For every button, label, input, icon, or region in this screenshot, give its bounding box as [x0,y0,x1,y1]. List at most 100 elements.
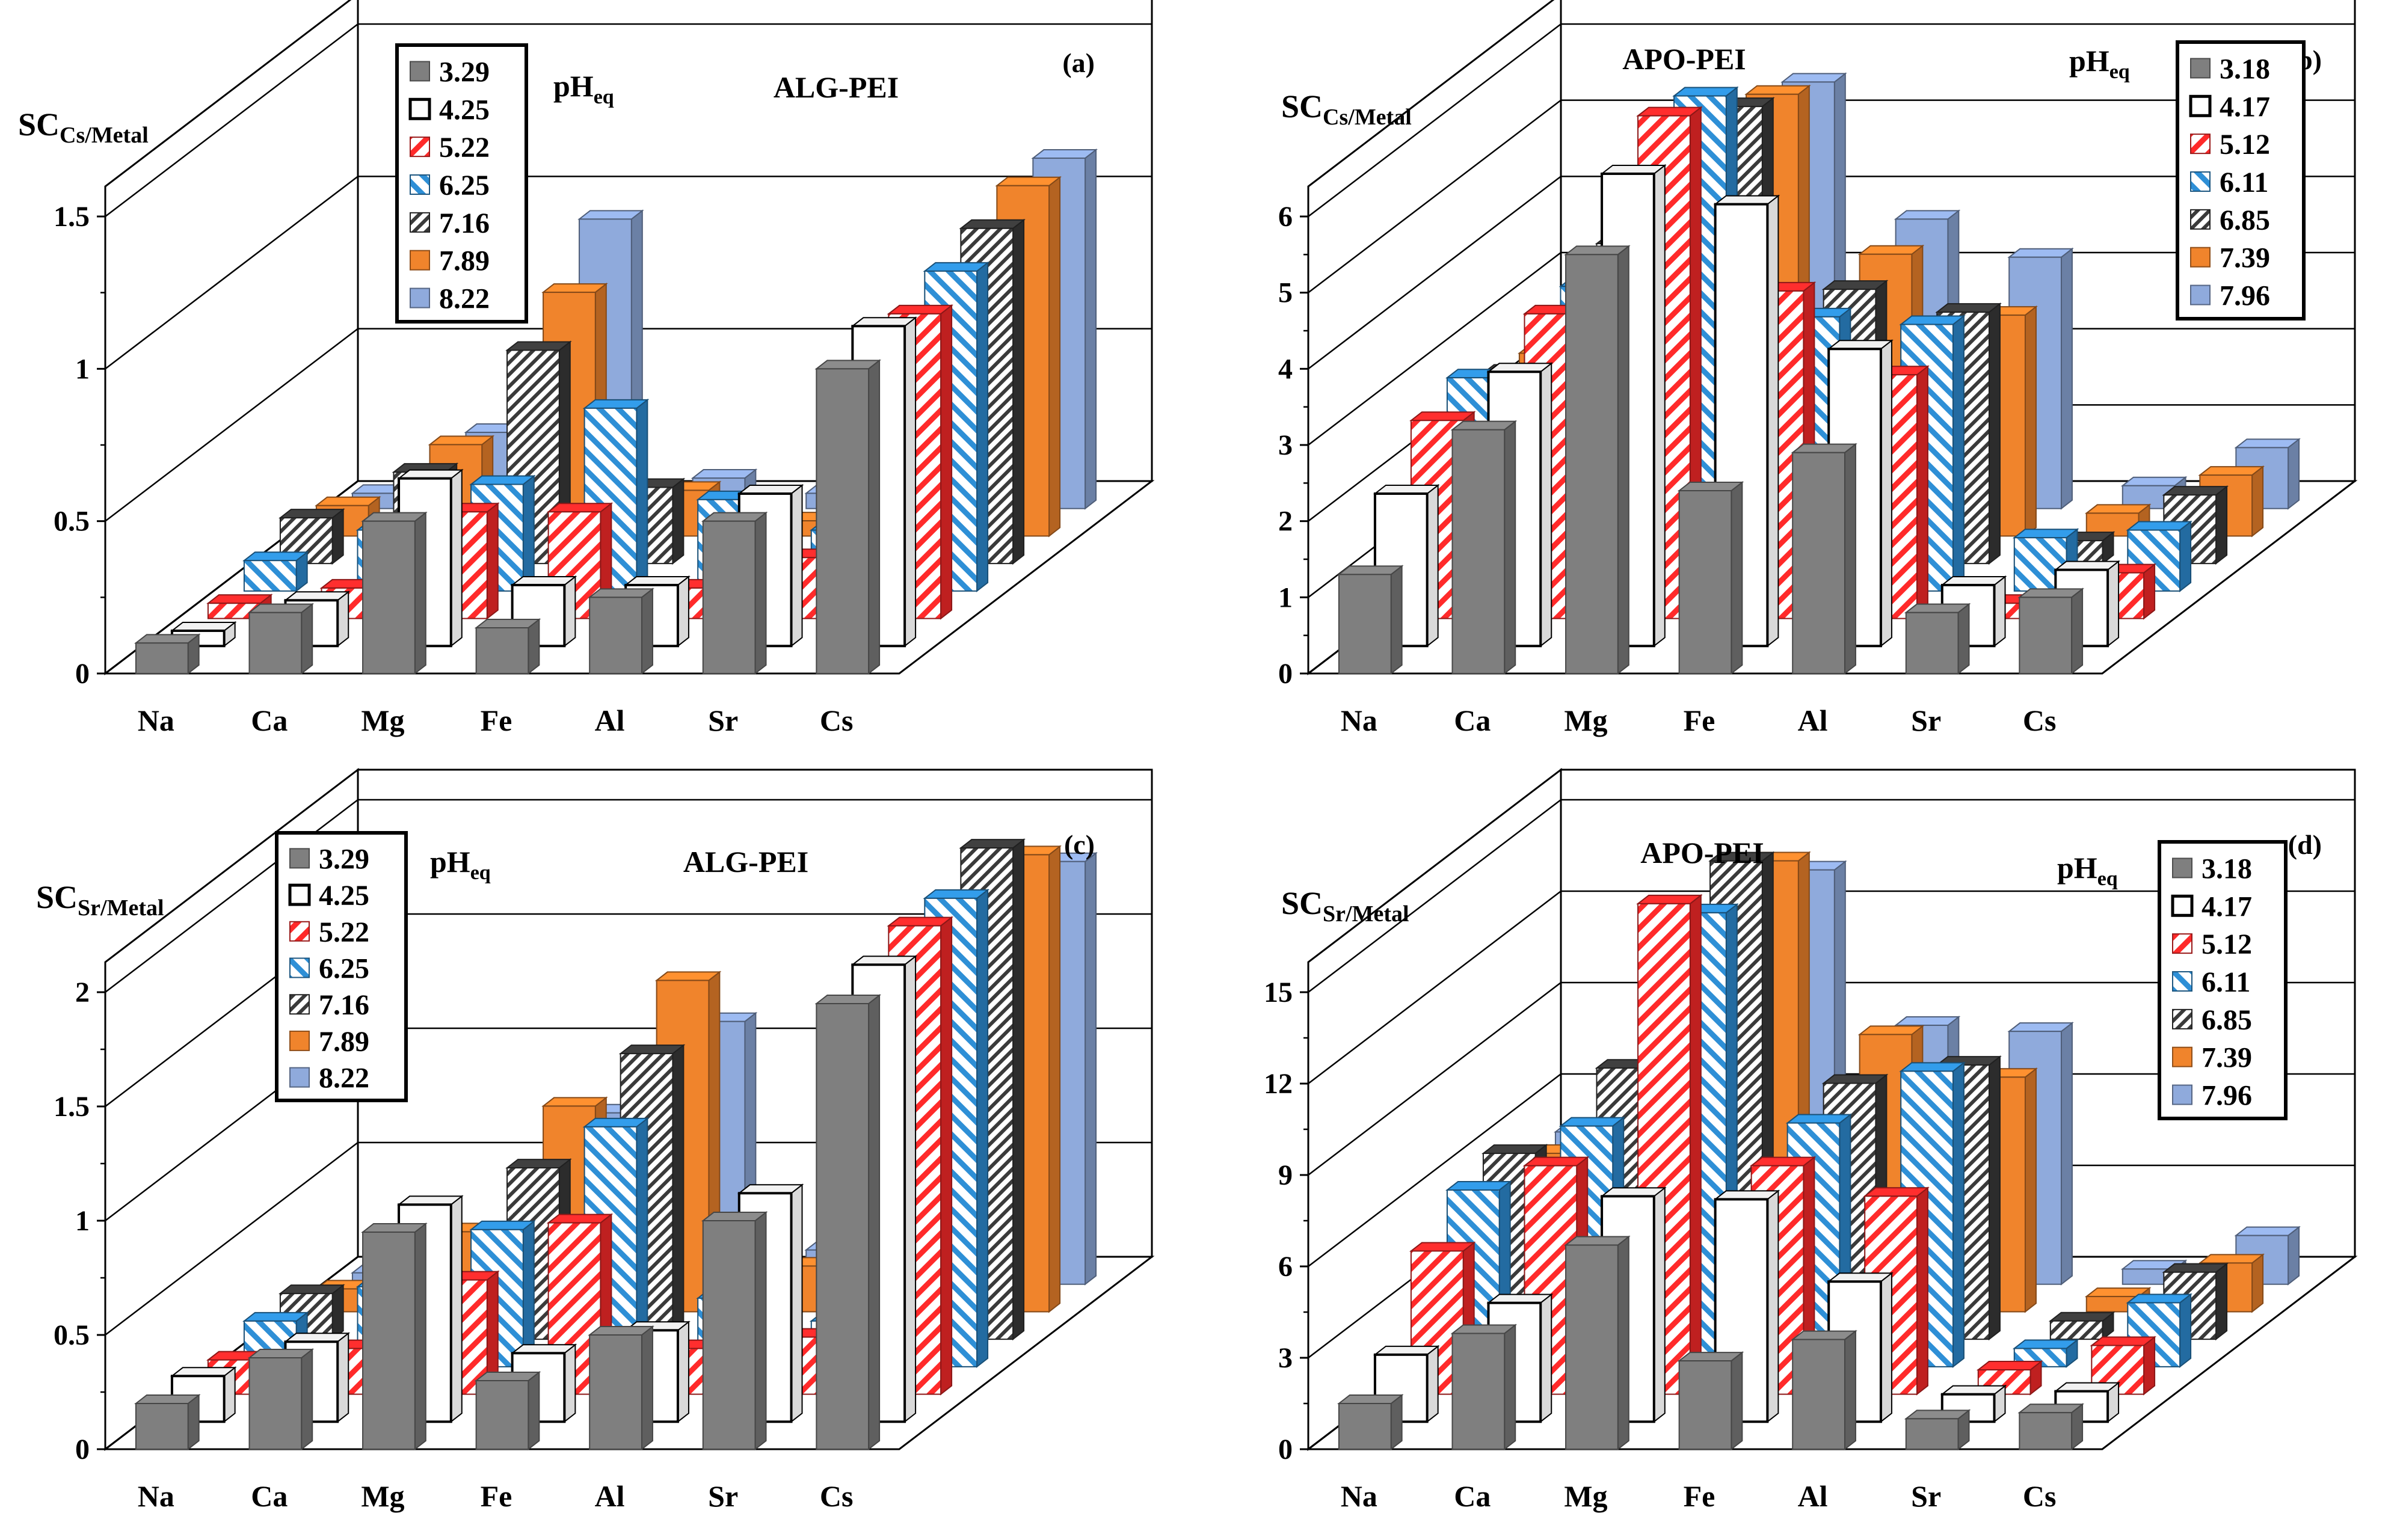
bar-fe-3.18 [1677,1351,1744,1451]
bar-fe-3.29 [474,1370,541,1451]
x-tick-label: Ca [1454,704,1491,737]
panel-d: 0 3 6 9 12 15 Na Ca Mg Fe Al Sr Cs SCSr/Metal APO-PEI p… [1264,767,2358,1513]
panel-a: 0 0.5 1 1.5 Na Ca Mg Fe Al Sr Cs SCCs/Metal ALG-PEI p… [18,0,1155,737]
legend-label: 3.18 [2202,853,2252,885]
legend-label: 5.12 [2202,928,2252,960]
legend-swatch [410,287,430,308]
legend-label: 5.22 [439,132,490,164]
legend-swatch [2190,171,2211,192]
x-tick-label: Fe [481,704,512,737]
legend-item-7.39: 7.39 [2190,242,2270,274]
x-tick-label: Na [138,704,174,737]
legend-label: 7.89 [319,1026,369,1058]
x-tick-label: Fe [1684,704,1715,737]
y-tick-label: 0 [1278,658,1293,690]
legend-title: pHeq [430,845,491,884]
legend-label: 4.17 [2220,91,2270,123]
legend-item-6.25: 6.25 [410,170,490,201]
y-axis-label: SCCs/Metal [1281,88,1412,130]
legend-item-3.29: 3.29 [289,843,369,875]
y-tick-label: 15 [1264,977,1293,1008]
gridline [1308,981,2355,1176]
panel-label: (a) [1062,48,1095,78]
legend-swatch [2190,284,2211,305]
bar-sr-6.11 [2012,1339,2079,1368]
legend-swatch [289,1030,310,1051]
y-tick-label: 2 [1278,506,1293,538]
x-tick-label: Cs [2023,1479,2057,1513]
legend-item-3.29: 3.29 [410,56,490,88]
gridline [1308,176,2355,370]
x-tick-label: Na [1341,1479,1377,1513]
legend-swatch [2190,209,2211,230]
legend-label: 3.29 [439,56,490,88]
legend-item-7.96: 7.96 [2190,280,2270,312]
legend-label: 5.22 [319,916,369,948]
legend-swatch [2172,1084,2192,1105]
gridline [1308,890,2355,1084]
legend-label: 7.16 [439,207,490,239]
x-tick-label: Fe [1684,1479,1715,1513]
panel-b: 0 1 2 3 4 5 6 Na Ca Mg Fe Al Sr Cs SCCs/Metal APO-PEI pH… [1278,0,2358,737]
x-tick-label: Ca [251,1479,288,1513]
legend-swatch [410,61,430,82]
legend-label: 7.96 [2202,1080,2252,1112]
bar-na-3.29 [134,1393,201,1451]
legend-swatch [2172,1046,2192,1067]
bar-mg-3.18 [1564,245,1631,675]
x-tick-label: Mg [361,1479,404,1513]
x-tick-label: Sr [1911,704,1941,737]
y-tick-label: 3 [1278,429,1293,461]
legend-swatch [289,848,310,869]
legend-swatch [2171,894,2194,917]
y-tick-label: 5 [1278,277,1293,309]
legend-item-6.11: 6.11 [2190,167,2268,198]
legend-swatch [410,137,430,158]
legend-label: 7.39 [2202,1042,2252,1074]
legend-label: 6.85 [2220,204,2270,236]
legend-swatch [2190,58,2211,79]
legend-label: 6.25 [319,953,369,985]
y-tick-label: 1.5 [54,201,90,233]
chart-title: ALG-PEI [683,845,808,879]
legend-swatch [2172,971,2192,992]
legend-item-5.12: 5.12 [2190,129,2270,161]
x-tick-label: Sr [1911,1479,1941,1513]
y-tick-label: 0 [1278,1434,1293,1465]
legend-item-8.22: 8.22 [410,283,490,315]
bar-cs-3.18 [2017,587,2085,675]
panel-c: 0 0.5 1 1.5 2 Na Ca Mg Fe Al Sr Cs SCSr/Metal ALG-PEI… [36,767,1155,1513]
legend-item-5.22: 5.22 [289,916,369,948]
gridline [1308,251,2355,446]
y-tick-label: 0 [75,658,90,690]
bar-sr-6.85 [2048,1311,2115,1341]
legend-swatch [410,212,430,233]
legend-swatch [288,883,311,906]
x-tick-label: Al [595,1479,625,1513]
x-tick-label: Al [1798,704,1828,737]
x-tick-label: Sr [708,1479,738,1513]
x-tick-label: Cs [820,704,854,737]
legend-swatch [289,994,310,1015]
bar-ca-3.29 [247,1348,315,1451]
panel-label: (c) [1064,829,1095,860]
bar-fe-3.29 [474,618,541,675]
y-tick-label: 12 [1264,1068,1293,1100]
bar-na-3.18 [1337,1393,1404,1451]
legend-swatch [2172,1008,2192,1029]
y-tick-label: 2 [75,977,90,1008]
x-tick-label: Al [1798,1479,1828,1513]
y-tick-label: 6 [1278,1251,1293,1283]
legend-label: 8.22 [439,283,490,315]
legend-item-7.16: 7.16 [289,989,369,1021]
gridline [1308,23,2355,217]
x-tick-label: Fe [481,1479,512,1513]
legend-item-6.11: 6.11 [2172,966,2250,998]
legend-label: 6.11 [2220,167,2268,198]
y-tick-label: 0 [75,1434,90,1465]
legend-swatch [410,250,430,271]
bar-sr-3.18 [1904,1409,1971,1451]
panel-label: (d) [2288,829,2322,860]
legend-item-8.22: 8.22 [289,1063,369,1094]
